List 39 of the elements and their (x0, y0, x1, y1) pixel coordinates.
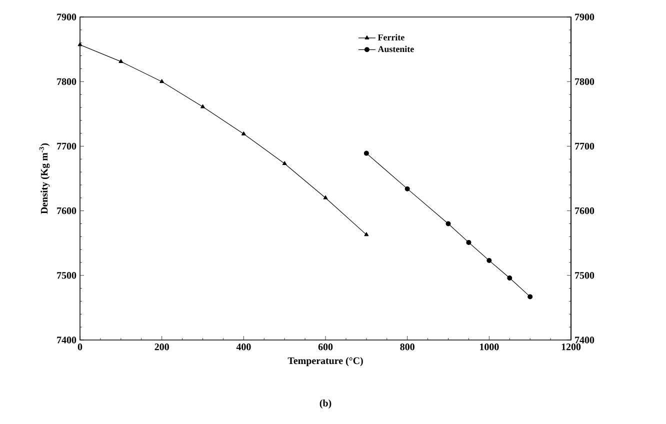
y-tick-label: 7500 (57, 272, 76, 279)
point (507, 275, 512, 280)
point (364, 232, 369, 236)
point (78, 42, 82, 46)
y2-tick-label: 7600 (575, 207, 594, 214)
y-tick-label: 7700 (57, 142, 76, 150)
point (486, 258, 492, 264)
y-tick-label: 7800 (57, 78, 76, 85)
x-tick-label: 200 (154, 344, 169, 350)
y2-tick-label: 7500 (575, 272, 594, 279)
point (446, 221, 451, 226)
point (466, 240, 472, 245)
point (282, 161, 287, 166)
legend-label: Ferrite (378, 34, 404, 40)
point (160, 79, 164, 83)
point (528, 294, 533, 300)
legend-label: Austenite (378, 46, 414, 52)
point (364, 150, 369, 156)
point (404, 186, 410, 192)
y2-tick-label: 7800 (575, 78, 594, 85)
x-tick-label: 1000 (480, 344, 499, 350)
point (241, 131, 246, 136)
x-tick-label: 1200 (562, 344, 581, 350)
x-tick-label: 0 (78, 344, 82, 350)
y-tick-label: 7600 (57, 207, 76, 214)
y-tick-label: 7400 (57, 336, 76, 344)
y-tick-label: 7900 (57, 14, 76, 20)
y-axis-title: Density (Kg m$^{-3}$) (39, 143, 50, 214)
point (323, 195, 328, 200)
x-tick-label: 400 (236, 344, 251, 350)
y2-tick-label: 7400 (575, 336, 594, 344)
x-tick-label: 600 (318, 344, 333, 350)
point (118, 59, 124, 63)
text: (b) (320, 399, 332, 409)
x-tick-label: 800 (400, 344, 414, 350)
point (200, 104, 205, 108)
x-axis-title: Temperature (°C) (288, 357, 363, 366)
y2-tick-label: 7700 (575, 142, 594, 150)
y2-tick-label: 7900 (575, 14, 594, 20)
